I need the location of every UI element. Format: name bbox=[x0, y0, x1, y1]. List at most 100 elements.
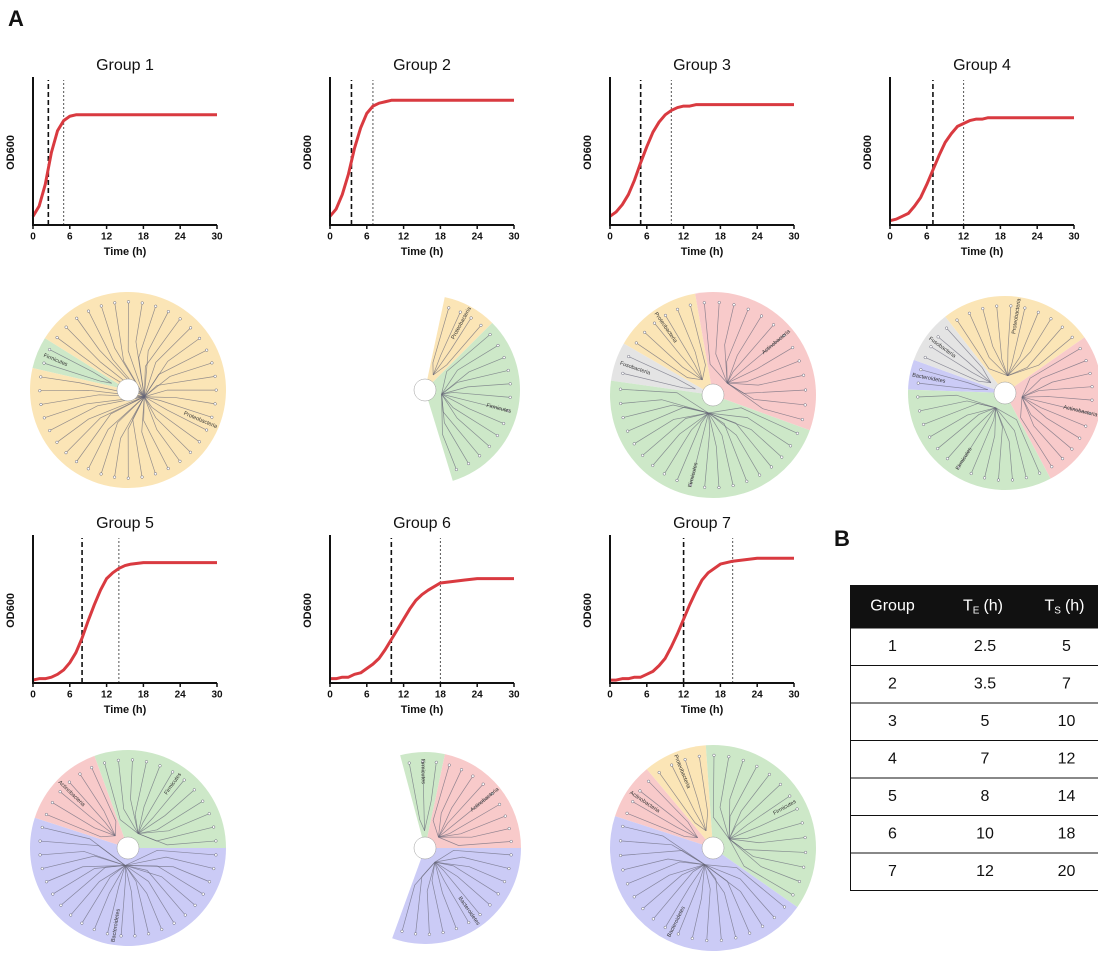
branch bbox=[715, 302, 728, 384]
branch bbox=[434, 862, 457, 929]
leaf bbox=[503, 880, 507, 884]
leaf bbox=[928, 435, 932, 439]
branch bbox=[1007, 318, 1052, 376]
leaf bbox=[207, 880, 212, 884]
x-tick-label: 6 bbox=[364, 232, 370, 243]
leaf bbox=[197, 336, 202, 340]
branch bbox=[441, 345, 499, 395]
leaf bbox=[797, 359, 801, 363]
branch bbox=[636, 342, 703, 381]
branch bbox=[137, 779, 185, 834]
branch bbox=[125, 865, 175, 924]
leaf bbox=[99, 472, 103, 476]
branch bbox=[143, 396, 181, 462]
branch bbox=[729, 837, 806, 844]
branch bbox=[422, 761, 425, 831]
branch bbox=[143, 396, 191, 453]
branch bbox=[1021, 396, 1080, 439]
leaf bbox=[506, 368, 510, 372]
clade-wedge bbox=[609, 380, 810, 499]
branch bbox=[658, 772, 707, 832]
leaf bbox=[748, 931, 752, 935]
leaf bbox=[86, 467, 90, 471]
branch bbox=[434, 861, 491, 906]
table-header-bg bbox=[850, 585, 1098, 628]
leaf bbox=[466, 462, 471, 466]
growth-curve bbox=[889, 116, 1074, 223]
leaf bbox=[140, 301, 144, 305]
table-cell: 2 bbox=[888, 675, 897, 692]
branch bbox=[401, 861, 436, 932]
branch bbox=[408, 762, 425, 831]
leaf bbox=[178, 459, 182, 463]
table-cell: 12 bbox=[1058, 750, 1076, 767]
branch bbox=[671, 764, 707, 831]
branch bbox=[677, 864, 706, 935]
leaf bbox=[782, 333, 786, 337]
table-row bbox=[850, 852, 1098, 891]
chart-title: Group 1 bbox=[96, 57, 154, 74]
leaf bbox=[103, 761, 107, 765]
leaf bbox=[702, 301, 706, 305]
branch bbox=[441, 334, 491, 395]
branch bbox=[642, 412, 709, 456]
leaf bbox=[727, 755, 731, 759]
branch bbox=[703, 302, 728, 384]
x-tick-label: 18 bbox=[715, 690, 727, 701]
x-tick-label: 6 bbox=[644, 232, 650, 243]
leaf bbox=[690, 936, 694, 940]
leaf bbox=[407, 761, 411, 765]
leaf bbox=[502, 421, 506, 426]
branch bbox=[438, 783, 484, 838]
leaf bbox=[1088, 371, 1092, 375]
branch bbox=[708, 407, 798, 434]
table-cell: 4 bbox=[888, 750, 897, 767]
leaf bbox=[1084, 424, 1088, 428]
leaf bbox=[188, 450, 192, 454]
leaf bbox=[916, 395, 920, 399]
branch bbox=[690, 412, 709, 486]
branch bbox=[644, 332, 703, 381]
branch bbox=[937, 407, 996, 449]
branch bbox=[652, 412, 709, 466]
branch bbox=[125, 865, 204, 895]
leaf bbox=[459, 768, 464, 772]
leaf bbox=[746, 307, 750, 311]
chart-title: Group 7 bbox=[673, 515, 731, 532]
leaf bbox=[967, 311, 971, 315]
branch bbox=[134, 761, 147, 834]
branch bbox=[144, 349, 207, 397]
branch bbox=[441, 357, 505, 395]
leaf bbox=[502, 355, 506, 360]
y-axis-label: OD600 bbox=[582, 593, 594, 628]
table-row bbox=[850, 815, 1098, 854]
branch bbox=[727, 347, 793, 384]
leaf bbox=[210, 361, 214, 365]
branch bbox=[49, 349, 112, 384]
leaf bbox=[126, 300, 131, 304]
branch bbox=[70, 865, 126, 916]
clade-wedge bbox=[425, 297, 493, 390]
leaf bbox=[1023, 306, 1027, 310]
branch bbox=[623, 404, 709, 418]
clade-wedge bbox=[611, 343, 713, 395]
leaf bbox=[945, 326, 949, 330]
branch bbox=[124, 865, 163, 930]
branch bbox=[1021, 386, 1093, 398]
leaf bbox=[1090, 385, 1094, 389]
branch bbox=[65, 396, 145, 453]
branch bbox=[138, 813, 210, 834]
leaf bbox=[495, 433, 499, 438]
leaf bbox=[619, 839, 623, 843]
leaf bbox=[689, 483, 693, 487]
leaf bbox=[621, 371, 625, 375]
leaf bbox=[166, 310, 170, 314]
branch bbox=[69, 781, 116, 836]
leaf bbox=[797, 879, 801, 884]
leaf bbox=[507, 827, 511, 831]
leaf bbox=[90, 766, 94, 770]
leaf bbox=[1090, 398, 1094, 402]
x-tick-label: 0 bbox=[607, 690, 613, 701]
leaf bbox=[634, 341, 638, 345]
leaf bbox=[670, 763, 674, 767]
